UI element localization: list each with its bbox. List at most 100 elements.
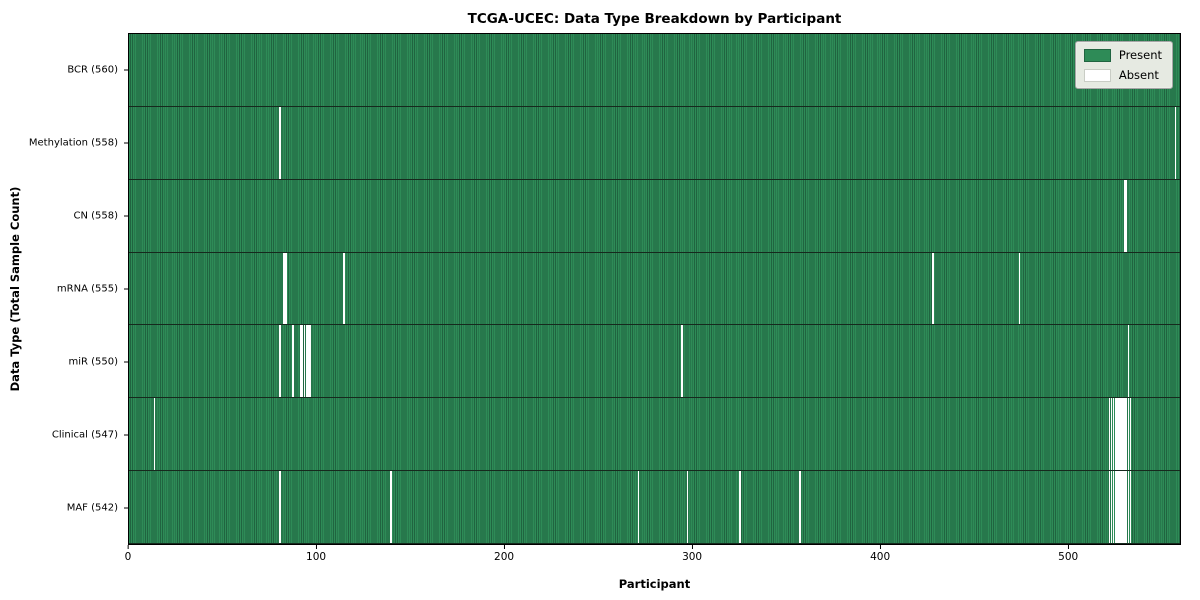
y-tick-mark	[124, 361, 128, 363]
absent-mark	[1123, 398, 1126, 471]
row-label-maf: MAF (542)	[66, 502, 118, 514]
x-axis: 0 100 200 300 400 500	[124, 545, 1181, 575]
x-tick-label: 0	[124, 551, 132, 563]
row-mrna	[129, 252, 1180, 326]
absent-mark	[1120, 398, 1122, 471]
absent-mark	[343, 252, 345, 325]
absent-mark	[1125, 398, 1128, 471]
x-tick-label: 200	[494, 551, 515, 563]
row-bcr	[129, 34, 1180, 107]
absent-mark	[1122, 398, 1124, 471]
row-label-clinical: Clinical (547)	[51, 429, 118, 441]
x-tick-400: 400	[870, 545, 890, 563]
absent-mark	[299, 325, 302, 398]
absent-mark	[1114, 398, 1117, 471]
x-tick-label: 100	[306, 551, 327, 563]
y-tick-mark	[124, 69, 128, 71]
row-mir	[129, 325, 1180, 399]
absent-mark	[1123, 471, 1126, 544]
absent-mark	[305, 325, 308, 398]
absent-mark	[1129, 471, 1132, 544]
absent-mark	[1174, 106, 1177, 179]
x-tick-mark	[1067, 545, 1069, 549]
x-tick-mark	[127, 545, 129, 549]
x-tick-mark	[315, 545, 317, 549]
absent-mark	[1118, 471, 1120, 544]
absent-mark	[1125, 471, 1128, 544]
absent-mark	[686, 471, 689, 544]
chart-title: TCGA-UCEC: Data Type Breakdown by Partic…	[467, 11, 842, 27]
absent-mark	[680, 325, 683, 398]
absent-mark	[1112, 471, 1115, 544]
x-tick-500: 500	[1058, 545, 1078, 563]
row-label-bcr: BCR (560)	[67, 64, 118, 76]
absent-mark	[292, 325, 295, 398]
absent-mark	[279, 106, 281, 179]
x-tick-label: 300	[682, 551, 703, 563]
absent-mark	[739, 471, 741, 544]
absent-mark	[284, 252, 287, 325]
row-label-cn: CN (558)	[73, 210, 118, 222]
legend-absent-label: Absent	[1118, 68, 1159, 82]
y-axis-tick-labels: BCR (560) Methylation (558) CN (558) mRNA (…	[0, 33, 128, 545]
absent-mark	[309, 325, 311, 398]
absent-mark	[1118, 398, 1120, 471]
absent-mark	[1116, 398, 1118, 471]
absent-mark	[279, 325, 281, 398]
present-swatch-icon	[1083, 48, 1111, 62]
x-axis-label: Participant	[618, 577, 691, 591]
legend-entry-present: Present	[1083, 48, 1162, 62]
absent-mark	[1123, 179, 1126, 252]
legend-present-label: Present	[1118, 48, 1162, 62]
absent-swatch-icon	[1083, 68, 1111, 82]
absent-mark	[932, 252, 935, 325]
absent-mark	[303, 325, 306, 398]
x-tick-label: 500	[1058, 551, 1079, 563]
x-tick-300: 300	[682, 545, 702, 563]
absent-mark	[1125, 179, 1128, 252]
y-tick-mark	[124, 142, 128, 144]
absent-mark	[1110, 398, 1113, 471]
plot-area: Present Absent	[128, 33, 1181, 545]
row-methylation	[129, 106, 1180, 180]
absent-mark	[1127, 471, 1130, 544]
absent-mark	[153, 398, 156, 471]
x-tick-mark	[503, 545, 505, 549]
absent-mark	[390, 471, 392, 544]
x-tick-100: 100	[306, 545, 326, 563]
row-clinical	[129, 398, 1180, 472]
row-label-mir: miR (550)	[68, 356, 118, 368]
legend-entry-absent: Absent	[1083, 68, 1162, 82]
absent-mark	[1110, 471, 1113, 544]
absent-mark	[1120, 471, 1122, 544]
legend: Present Absent	[1074, 41, 1173, 89]
absent-mark	[799, 471, 801, 544]
absent-mark	[1112, 398, 1115, 471]
absent-mark	[1018, 252, 1021, 325]
absent-mark	[1114, 471, 1117, 544]
absent-mark	[301, 325, 304, 398]
row-cn	[129, 179, 1180, 253]
x-tick-mark	[879, 545, 881, 549]
x-tick-0: 0	[124, 545, 132, 563]
y-tick-mark	[124, 215, 128, 217]
x-tick-200: 200	[494, 545, 514, 563]
absent-mark	[1108, 398, 1111, 471]
row-label-mrna: mRNA (555)	[56, 283, 118, 295]
y-tick-mark	[124, 288, 128, 290]
absent-mark	[1122, 471, 1124, 544]
y-tick-mark	[124, 434, 128, 436]
x-tick-mark	[691, 545, 693, 549]
row-maf	[129, 471, 1180, 545]
absent-mark	[1129, 398, 1132, 471]
absent-mark	[1108, 471, 1111, 544]
absent-mark	[1127, 398, 1130, 471]
absent-mark	[279, 471, 281, 544]
y-tick-mark	[124, 507, 128, 509]
absent-mark	[283, 252, 285, 325]
absent-mark	[307, 325, 310, 398]
row-label-methylation: Methylation (558)	[28, 137, 118, 149]
absent-mark	[637, 471, 640, 544]
absent-mark	[1116, 471, 1118, 544]
